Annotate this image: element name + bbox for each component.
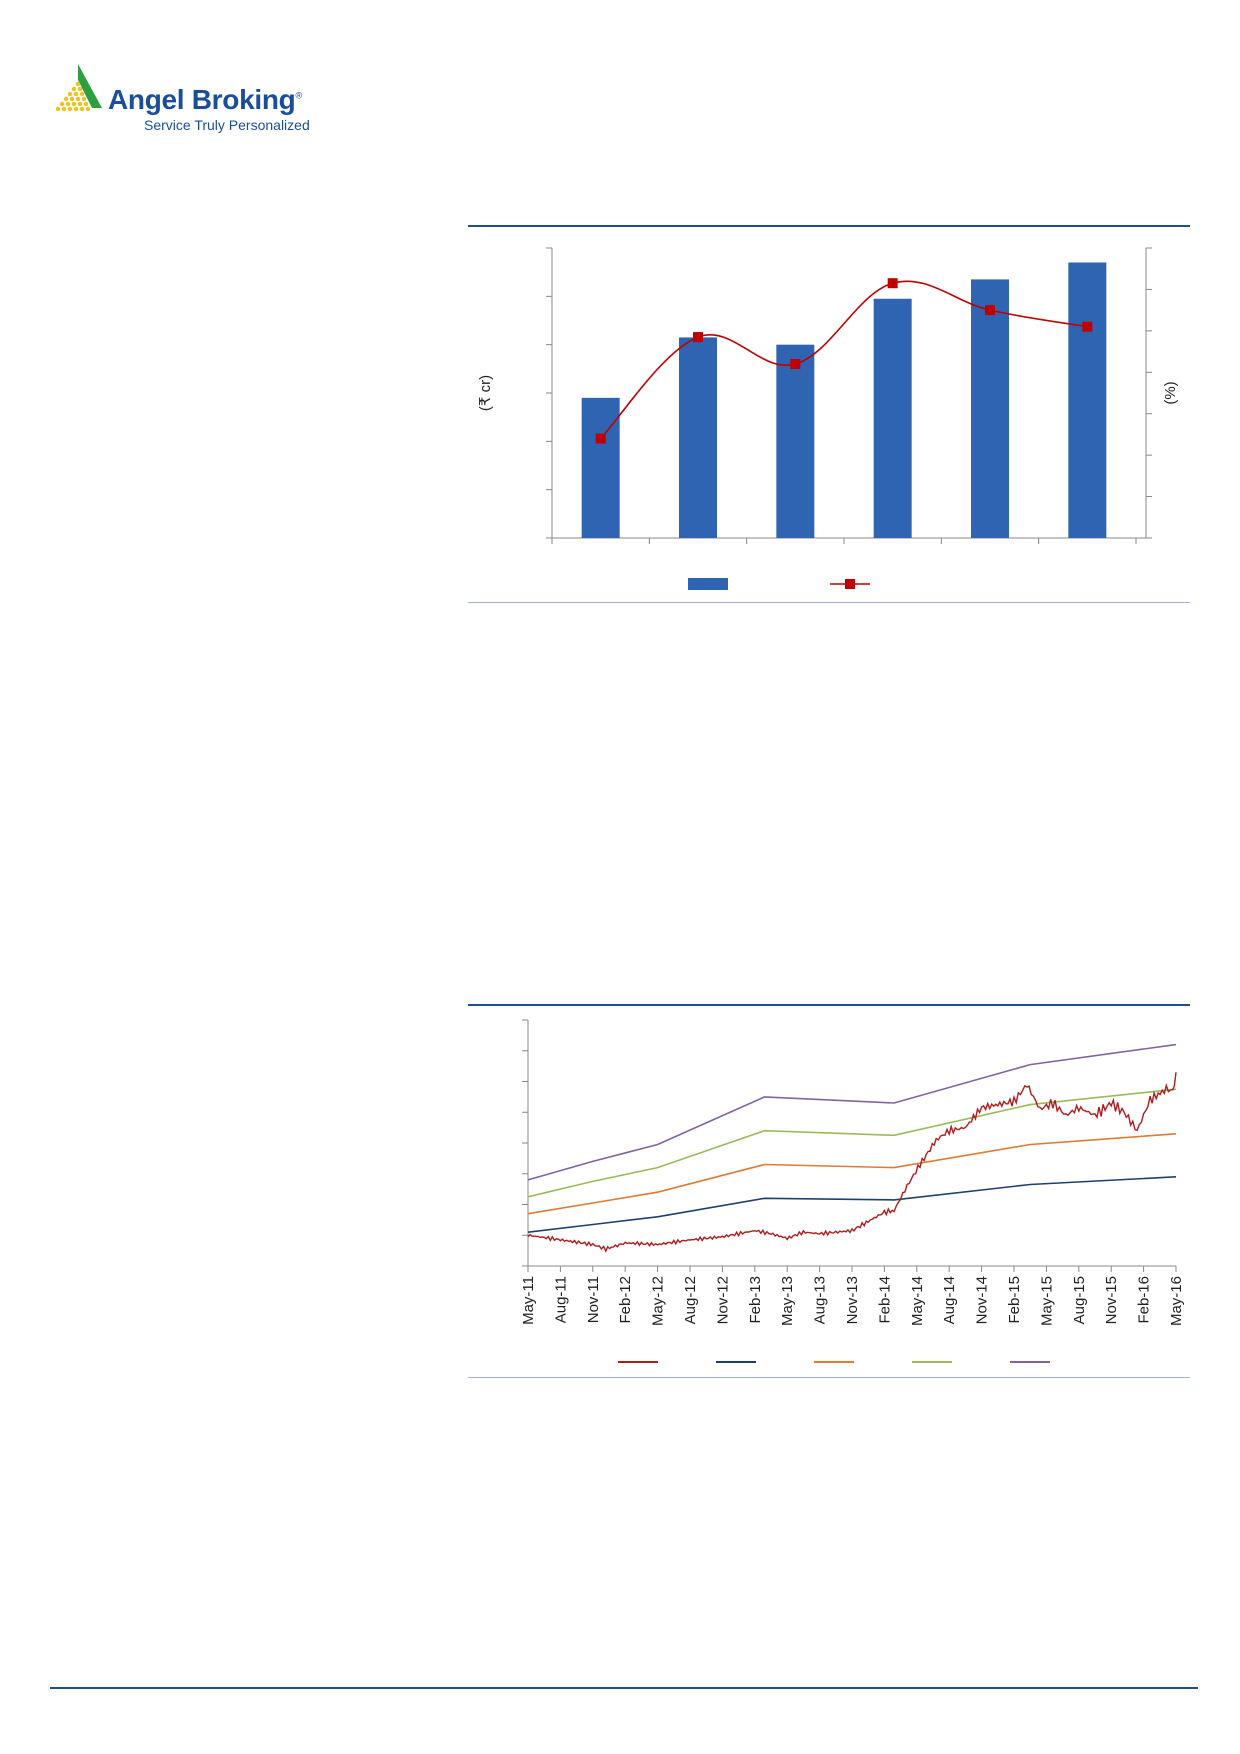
x-tick-label: Feb-15 <box>1006 1276 1023 1324</box>
x-tick-label: Aug-13 <box>812 1276 829 1324</box>
chart1-top-rule <box>468 225 1190 227</box>
bar <box>679 337 717 538</box>
x-tick-label: May-14 <box>909 1276 926 1326</box>
line-marker <box>985 305 995 316</box>
x-tick-label: Feb-14 <box>876 1276 893 1324</box>
band-series-line <box>527 1088 1177 1198</box>
angel-broking-logo: Angel Broking® Service Truly Personalize… <box>52 64 312 134</box>
legend-line-marker <box>845 579 855 589</box>
band-series-line <box>527 1176 1177 1233</box>
line-marker <box>790 359 801 369</box>
x-tick-label: Nov-14 <box>974 1276 991 1324</box>
x-tick-label: Feb-16 <box>1136 1276 1153 1324</box>
x-tick-label: Feb-12 <box>617 1276 634 1324</box>
band-series-line <box>527 1043 1177 1181</box>
footer-rule <box>50 1687 1198 1689</box>
x-tick-label: May-13 <box>779 1276 796 1326</box>
band-series-line <box>527 1072 1177 1253</box>
chart2-top-rule <box>468 1004 1190 1006</box>
x-tick-label: Aug-14 <box>941 1276 958 1324</box>
x-tick-label: May-16 <box>1168 1276 1185 1326</box>
line-marker <box>1082 321 1093 332</box>
line-marker <box>693 332 703 343</box>
legend-bar-swatch <box>688 578 728 590</box>
x-tick-label: Nov-12 <box>714 1276 731 1324</box>
band-series-line <box>527 1133 1177 1215</box>
x-tick-label: Aug-12 <box>682 1276 699 1324</box>
bar <box>776 344 815 538</box>
x-tick-label: Aug-15 <box>1071 1276 1088 1324</box>
brand-tagline: Service Truly Personalized <box>144 117 310 133</box>
x-tick-label: Feb-13 <box>747 1276 764 1324</box>
price-band-chart: May-11 Aug-11 Nov-11 Feb-12 May-12 Aug-12 Nov-… <box>520 1019 1185 1363</box>
bar-line-combo-chart: (₹ cr) (%) <box>477 247 1179 590</box>
bar <box>873 298 912 538</box>
x-tick-label: May-12 <box>650 1276 667 1326</box>
bar <box>581 397 620 538</box>
pyramid-logo-icon <box>55 64 102 112</box>
x-tick-label: Aug-11 <box>552 1276 569 1323</box>
x-tick-label: May-15 <box>1038 1276 1055 1326</box>
x-tick-label: Nov-13 <box>844 1276 861 1324</box>
right-axis-title: (%) <box>1162 381 1179 404</box>
x-tick-label: May-11 <box>520 1276 537 1325</box>
brand-name: Angel Broking® <box>108 84 302 116</box>
bar <box>971 279 1009 538</box>
chart1-bottom-rule <box>468 602 1190 603</box>
line-series <box>600 280 1088 440</box>
left-axis-title: (₹ cr) <box>477 375 494 411</box>
x-tick-label: Nov-11 <box>585 1276 602 1323</box>
line-marker <box>887 278 898 289</box>
x-tick-label: Nov-15 <box>1103 1276 1120 1324</box>
registered-mark: ® <box>295 90 302 101</box>
brand-name-text: Angel Broking <box>108 84 296 115</box>
chart2-bottom-rule <box>468 1377 1190 1378</box>
line-marker <box>595 433 606 444</box>
bar <box>1068 262 1107 538</box>
